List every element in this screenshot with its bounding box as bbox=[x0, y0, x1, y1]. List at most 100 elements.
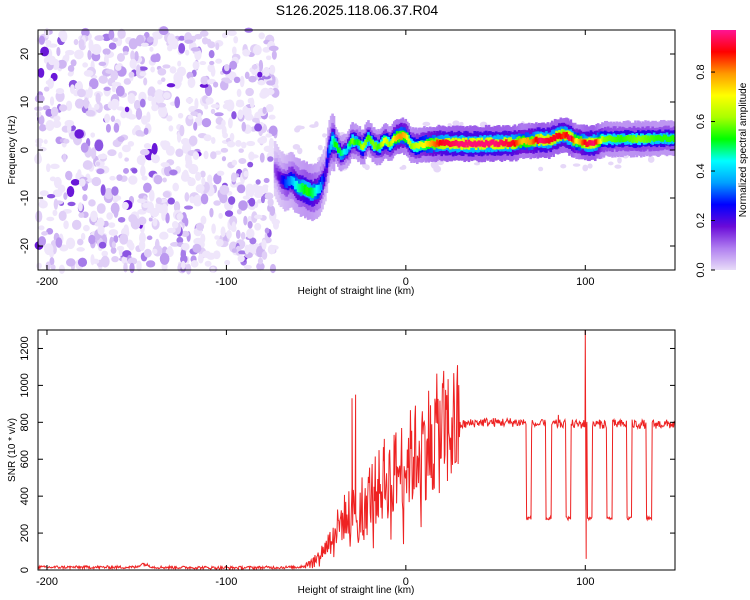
signal-track-cell bbox=[359, 143, 363, 149]
signal-track-cell bbox=[542, 138, 545, 144]
noise-blob bbox=[100, 184, 106, 196]
signal-track-cell bbox=[414, 142, 418, 148]
noise-blob bbox=[430, 161, 438, 169]
noise-blob bbox=[224, 79, 233, 84]
signal-track-cell bbox=[638, 136, 642, 142]
noise-blob bbox=[227, 117, 233, 129]
noise-blob bbox=[647, 156, 655, 163]
spectrogram-y-axis-label: Frequency (Hz) bbox=[7, 116, 18, 185]
signal-track-cell bbox=[430, 140, 433, 146]
noise-blob bbox=[129, 58, 137, 69]
noise-blob bbox=[83, 224, 90, 232]
noise-blob bbox=[221, 156, 227, 162]
noise-blob bbox=[187, 115, 194, 120]
noise-blob bbox=[252, 185, 260, 194]
noise-blob bbox=[216, 170, 225, 176]
noise-blob bbox=[162, 92, 171, 99]
signal-track-cell bbox=[450, 141, 454, 147]
noise-blob bbox=[208, 50, 215, 59]
noise-blob bbox=[203, 150, 209, 160]
signal-track-cell bbox=[295, 180, 298, 190]
noise-blob bbox=[49, 257, 55, 266]
noise-blob bbox=[184, 192, 190, 202]
signal-track-cell bbox=[423, 142, 426, 149]
noise-blob bbox=[238, 158, 247, 165]
noise-blob bbox=[128, 242, 135, 251]
noise-blob bbox=[207, 174, 213, 184]
noise-blob bbox=[49, 163, 60, 169]
noise-blob bbox=[74, 129, 84, 139]
signal-track-cell bbox=[355, 139, 359, 145]
noise-blob bbox=[151, 142, 158, 155]
noise-blob bbox=[184, 217, 189, 227]
signal-track-cell bbox=[420, 141, 423, 148]
noise-blob bbox=[109, 175, 116, 181]
signal-track-cell bbox=[286, 176, 290, 185]
signal-track-cell bbox=[609, 135, 613, 142]
signal-track-cell bbox=[364, 140, 367, 146]
noise-blob bbox=[41, 231, 49, 236]
signal-track-cell bbox=[516, 140, 520, 146]
noise-blob bbox=[71, 219, 82, 230]
noise-blob bbox=[135, 107, 143, 120]
noise-blob bbox=[116, 174, 123, 181]
signal-track-cell bbox=[358, 140, 362, 146]
noise-blob bbox=[98, 61, 107, 66]
noise-blob bbox=[167, 44, 173, 52]
noise-blob bbox=[46, 216, 55, 222]
noise-blob bbox=[98, 75, 108, 84]
noise-blob bbox=[233, 76, 241, 84]
noise-blob bbox=[150, 66, 155, 73]
signal-track-cell bbox=[335, 143, 339, 149]
signal-track-cell bbox=[484, 139, 488, 146]
noise-blob bbox=[141, 175, 148, 181]
noise-blob bbox=[38, 225, 45, 231]
noise-blob bbox=[180, 172, 190, 182]
signal-track-cell bbox=[593, 139, 597, 145]
noise-blob bbox=[124, 157, 129, 162]
signal-track-cell bbox=[642, 137, 646, 143]
signal-track-cell bbox=[298, 184, 301, 193]
signal-track-cell bbox=[404, 133, 408, 139]
noise-blob bbox=[243, 264, 252, 270]
signal-track-cell bbox=[482, 141, 485, 148]
noise-blob bbox=[74, 82, 81, 91]
noise-blob bbox=[401, 164, 407, 170]
spectrogram-signal-track bbox=[273, 113, 676, 222]
noise-blob bbox=[211, 137, 216, 144]
signal-track-cell bbox=[496, 141, 499, 148]
signal-track-cell bbox=[275, 167, 278, 177]
noise-blob bbox=[77, 169, 82, 178]
noise-blob bbox=[128, 175, 138, 185]
noise-blob bbox=[240, 231, 246, 240]
noise-blob bbox=[121, 144, 131, 153]
signal-track-cell bbox=[311, 189, 314, 199]
signal-track-cell bbox=[598, 138, 601, 144]
noise-blob bbox=[262, 106, 267, 115]
noise-blob bbox=[117, 136, 125, 143]
noise-blob bbox=[123, 78, 132, 85]
noise-blob bbox=[213, 81, 219, 88]
noise-blob bbox=[193, 200, 200, 207]
noise-blob bbox=[222, 132, 229, 139]
noise-blob bbox=[203, 134, 212, 142]
noise-blob bbox=[111, 255, 119, 263]
noise-blob bbox=[94, 35, 105, 42]
noise-blob bbox=[261, 250, 268, 260]
signal-track-cell bbox=[483, 142, 487, 148]
noise-blob bbox=[200, 233, 206, 244]
signal-track-cell bbox=[426, 141, 429, 147]
noise-blob bbox=[91, 43, 102, 55]
noise-blob bbox=[107, 149, 117, 157]
noise-blob bbox=[267, 156, 274, 162]
signal-track-cell bbox=[486, 140, 489, 147]
signal-track-cell bbox=[306, 187, 310, 197]
signal-track-cell bbox=[529, 139, 532, 145]
noise-blob bbox=[83, 70, 94, 77]
signal-track-cell bbox=[480, 140, 484, 146]
noise-blob bbox=[214, 150, 222, 155]
signal-track-cell bbox=[662, 134, 666, 140]
noise-blob bbox=[317, 144, 323, 151]
noise-blob bbox=[157, 102, 167, 108]
signal-track-cell bbox=[664, 134, 667, 141]
